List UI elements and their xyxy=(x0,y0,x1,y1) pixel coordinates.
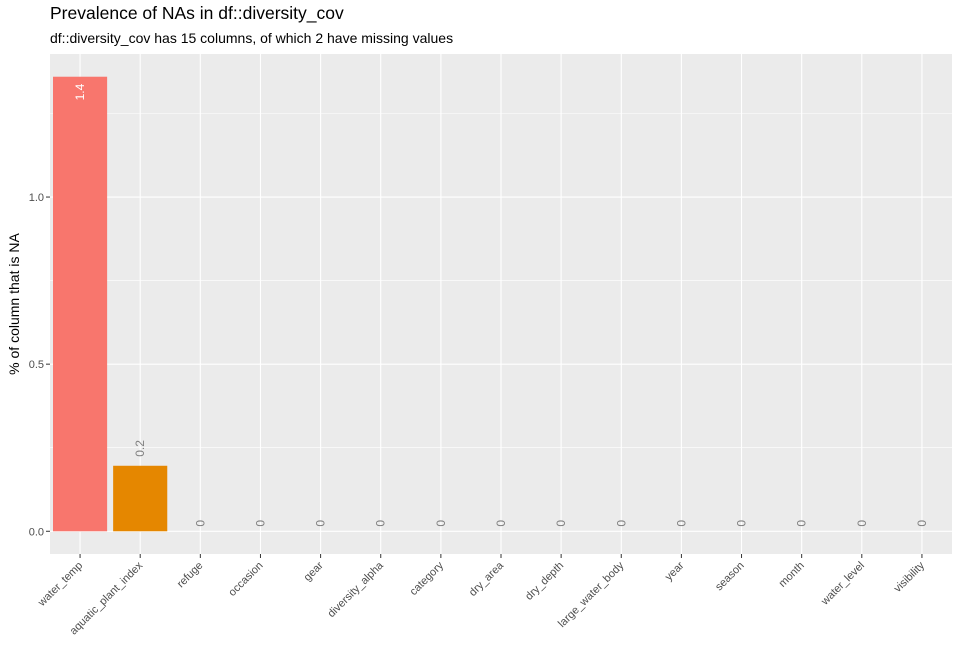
data-label-refuge: 0 xyxy=(193,520,207,527)
bar-water_temp xyxy=(53,76,108,532)
data-label-year: 0 xyxy=(674,520,688,527)
x-tick-label-large_water_body: large_water_body xyxy=(556,559,627,630)
data-label-dry_area: 0 xyxy=(494,520,508,527)
x-tick-label-dry_depth: dry_depth xyxy=(523,560,566,603)
data-label-category: 0 xyxy=(434,520,448,527)
y-axis: 0.0 0.5 1.0 xyxy=(29,192,50,538)
data-label-month: 0 xyxy=(795,520,809,527)
data-label-dry_depth: 0 xyxy=(554,520,568,527)
x-tick-label-category: category xyxy=(408,559,447,598)
data-label-water_temp: 1.4 xyxy=(73,83,87,100)
chart-subtitle: df::diversity_cov has 15 columns, of whi… xyxy=(50,30,454,46)
y-tick-label: 0.5 xyxy=(29,359,44,371)
x-tick-label-refuge: refuge xyxy=(175,560,206,591)
x-tick-label-season: season xyxy=(713,560,747,594)
bar-aquatic_plant_index xyxy=(113,465,168,532)
chart-title: Prevalence of NAs in df::diversity_cov xyxy=(50,3,344,23)
y-tick-label: 0.0 xyxy=(29,526,44,538)
x-tick-label-water_temp: water_temp xyxy=(35,560,85,610)
data-label-water_level: 0 xyxy=(855,520,869,527)
x-tick-label-water_level: water_level xyxy=(818,560,867,609)
x-tick-label-gear: gear xyxy=(302,559,326,583)
x-tick-label-year: year xyxy=(663,559,687,583)
data-label-diversity_alpha: 0 xyxy=(374,520,388,527)
data-label-aquatic_plant_index: 0.2 xyxy=(133,440,147,457)
data-label-large_water_body: 0 xyxy=(614,520,628,527)
y-axis-label: % of column that is NA xyxy=(6,233,22,375)
data-label-season: 0 xyxy=(735,520,749,527)
x-tick-label-diversity_alpha: diversity_alpha xyxy=(325,559,386,620)
x-tick-label-visibility: visibility xyxy=(892,559,928,595)
data-labels: 1.4 0.2 0 0 0 0 0 0 0 0 0 0 0 0 0 xyxy=(73,83,929,526)
data-label-gear: 0 xyxy=(314,520,328,527)
bars xyxy=(53,76,168,532)
data-label-visibility: 0 xyxy=(915,520,929,527)
x-tick-label-dry_area: dry_area xyxy=(467,559,507,599)
x-tick-label-month: month xyxy=(777,560,807,590)
y-tick-label: 1.0 xyxy=(29,192,44,204)
data-label-occasion: 0 xyxy=(253,520,267,527)
x-tick-label-occasion: occasion xyxy=(226,560,265,599)
